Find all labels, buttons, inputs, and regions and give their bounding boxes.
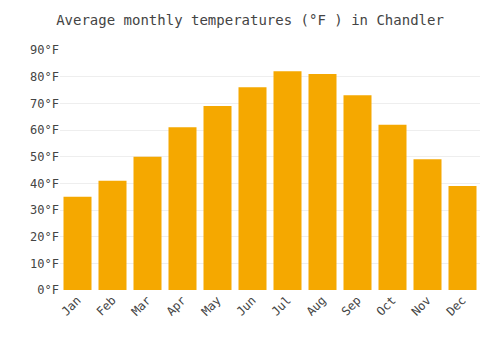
svg-text:Jun: Jun — [234, 293, 259, 318]
svg-text:Dec: Dec — [444, 293, 469, 318]
svg-text:Average monthly temperatures (: Average monthly temperatures (°F ) in Ch… — [56, 12, 444, 28]
svg-text:May: May — [199, 293, 224, 318]
svg-text:Aug: Aug — [304, 293, 329, 318]
svg-text:Mar: Mar — [129, 293, 154, 318]
svg-text:60°F: 60°F — [30, 123, 59, 137]
svg-text:20°F: 20°F — [30, 230, 59, 244]
svg-text:Jul: Jul — [269, 293, 294, 318]
svg-text:40°F: 40°F — [30, 177, 59, 191]
svg-text:Feb: Feb — [94, 293, 119, 318]
svg-text:0°F: 0°F — [37, 283, 59, 297]
svg-text:30°F: 30°F — [30, 203, 59, 217]
svg-text:Nov: Nov — [409, 293, 434, 318]
svg-text:70°F: 70°F — [30, 97, 59, 111]
svg-text:Sep: Sep — [339, 293, 364, 318]
svg-text:90°F: 90°F — [30, 43, 59, 57]
svg-text:Apr: Apr — [164, 293, 189, 318]
svg-text:Jan: Jan — [59, 293, 84, 318]
svg-text:10°F: 10°F — [30, 257, 59, 271]
svg-text:Oct: Oct — [374, 293, 399, 318]
svg-text:80°F: 80°F — [30, 70, 59, 84]
svg-text:50°F: 50°F — [30, 150, 59, 164]
